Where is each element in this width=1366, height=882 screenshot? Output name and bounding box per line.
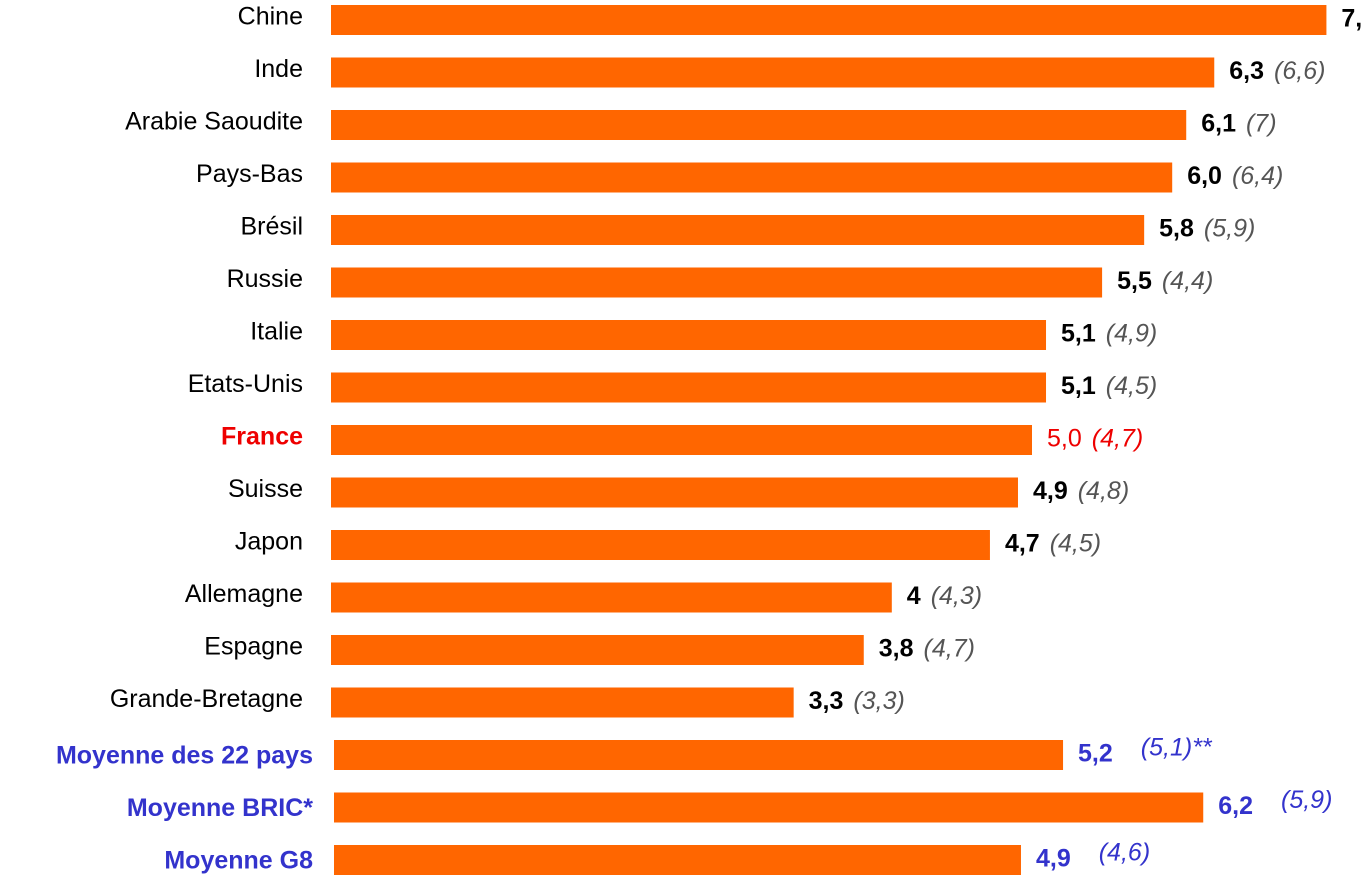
value-label: 6,3 xyxy=(1229,57,1264,85)
bar xyxy=(331,582,892,613)
bar xyxy=(331,162,1173,193)
category-label: Moyenne BRIC* xyxy=(127,794,313,822)
bar xyxy=(331,687,794,718)
bar xyxy=(331,635,864,665)
value-label: 5,8 xyxy=(1159,215,1194,243)
category-label: France xyxy=(221,423,303,451)
category-label: Pays-Bas xyxy=(196,160,303,188)
value-label: 5,1 xyxy=(1061,372,1096,400)
value-label: 6,2 xyxy=(1218,792,1253,820)
previous-value-label: (4,5) xyxy=(1050,530,1101,558)
bar xyxy=(334,740,1064,770)
previous-value-label: (6,4) xyxy=(1232,162,1283,190)
bar xyxy=(334,845,1021,875)
previous-value-label: (5,9) xyxy=(1204,215,1255,243)
value-label: 4 xyxy=(907,582,921,610)
category-label: Russie xyxy=(227,265,303,293)
value-label: 3,3 xyxy=(809,687,844,715)
previous-value-label: (4,7) xyxy=(1092,425,1143,453)
value-label: 6,0 xyxy=(1187,162,1222,190)
bar xyxy=(334,792,1204,823)
category-label: Japon xyxy=(235,528,303,556)
bar xyxy=(331,215,1145,245)
previous-value-label: (6,6) xyxy=(1274,57,1325,85)
previous-value-label: (5,9) xyxy=(1281,786,1332,814)
bar xyxy=(331,425,1032,455)
category-label: Moyenne G8 xyxy=(164,847,313,875)
previous-value-label: (4,5) xyxy=(1106,372,1157,400)
value-label: 4,9 xyxy=(1033,477,1068,505)
bar xyxy=(331,57,1215,88)
category-label: Allemagne xyxy=(185,580,303,608)
category-label: Grande-Bretagne xyxy=(110,685,303,713)
category-label: Suisse xyxy=(228,475,303,503)
value-label: 5,1 xyxy=(1061,320,1096,348)
category-label: Espagne xyxy=(204,633,303,661)
previous-value-label: (4,7) xyxy=(924,635,975,663)
bar xyxy=(331,110,1187,140)
value-label: 5,2 xyxy=(1078,740,1113,768)
previous-value-label: (7) xyxy=(1246,110,1277,138)
previous-value-label: (4,6) xyxy=(1099,839,1150,867)
category-label: Etats-Unis xyxy=(188,370,303,398)
category-label: Chine xyxy=(238,3,303,31)
previous-value-label: (4,3) xyxy=(931,582,982,610)
value-label: 5,5 xyxy=(1117,267,1152,295)
category-label: Brésil xyxy=(240,213,303,241)
previous-value-label: (4,4) xyxy=(1162,267,1213,295)
value-label: 3,8 xyxy=(879,635,914,663)
category-label: Inde xyxy=(254,55,303,83)
previous-value-label: (4,9) xyxy=(1106,320,1157,348)
category-label: Moyenne des 22 pays xyxy=(56,742,313,770)
previous-value-label: (3,3) xyxy=(853,687,904,715)
value-label: 4,9 xyxy=(1036,845,1071,873)
bar xyxy=(331,267,1103,298)
value-label: 7, xyxy=(1341,5,1362,33)
bar xyxy=(331,530,990,560)
bar xyxy=(331,5,1327,35)
value-label: 4,7 xyxy=(1005,530,1040,558)
bar xyxy=(331,372,1047,403)
category-label: Italie xyxy=(250,318,303,346)
bar xyxy=(331,320,1047,350)
value-label: 6,1 xyxy=(1201,110,1236,138)
value-label: 5,0 xyxy=(1047,425,1082,453)
bar xyxy=(331,477,1018,508)
previous-value-label: (4,8) xyxy=(1078,477,1129,505)
category-label: Arabie Saoudite xyxy=(125,108,303,136)
previous-value-label: (5,1)** xyxy=(1141,734,1213,762)
